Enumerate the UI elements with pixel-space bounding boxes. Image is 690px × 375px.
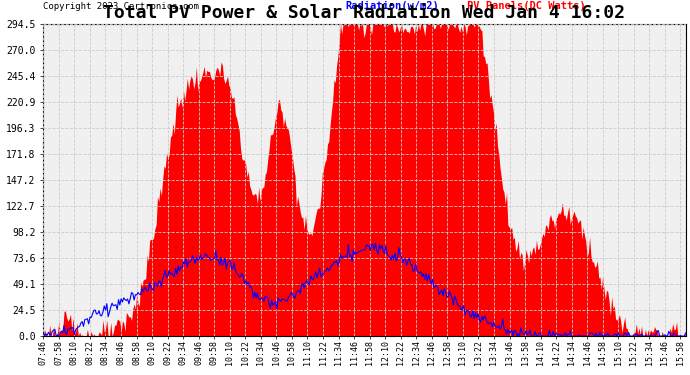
Title: Total PV Power & Solar Radiation Wed Jan 4 16:02: Total PV Power & Solar Radiation Wed Jan… [104,4,625,22]
Text: PV Panels(DC Watts): PV Panels(DC Watts) [467,1,586,11]
Text: Radiation(w/m2): Radiation(w/m2) [345,1,439,11]
Text: Copyright 2023 Cartronics.com: Copyright 2023 Cartronics.com [43,2,199,11]
